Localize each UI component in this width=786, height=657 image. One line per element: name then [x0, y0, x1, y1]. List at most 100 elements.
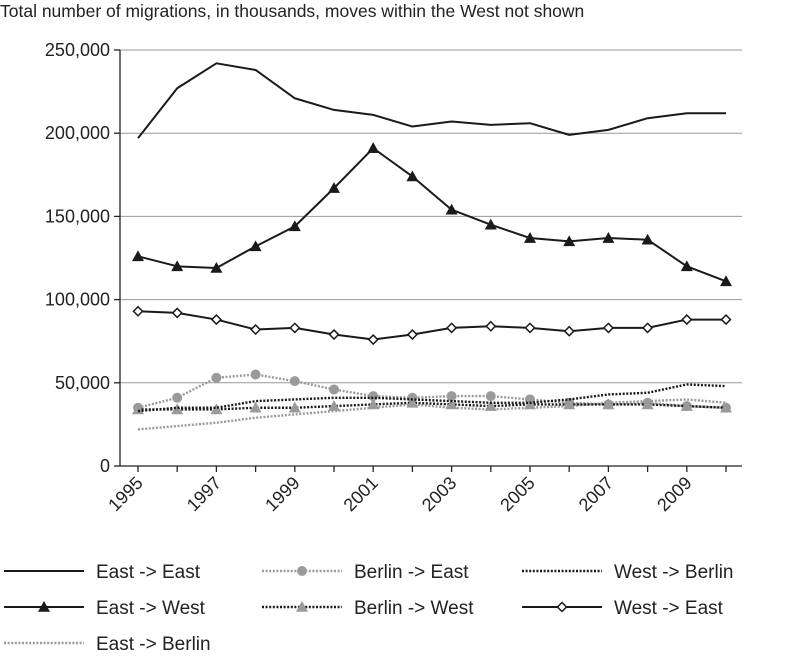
marker-circle [289, 376, 300, 387]
marker-triangle [288, 401, 301, 413]
marker-diamond [556, 601, 568, 613]
series-east-berlin [137, 398, 727, 431]
marker-diamond [602, 322, 614, 334]
marker-triangle [367, 398, 380, 410]
marker-triangle [524, 232, 536, 243]
marker-triangle [602, 398, 615, 410]
series-line [137, 310, 726, 341]
marker-diamond [642, 322, 654, 334]
marker-triangle [680, 400, 693, 411]
marker-triangle [171, 260, 184, 272]
marker-diamond [406, 328, 418, 341]
marker-diamond [132, 305, 144, 317]
marker-triangle [563, 235, 576, 247]
series-line [137, 62, 726, 139]
y-tick-label: 150,000 [45, 206, 110, 226]
legend-item: Berlin -> East [262, 562, 469, 583]
marker-triangle [445, 398, 458, 410]
marker-circle [297, 566, 307, 576]
marker-diamond [524, 322, 536, 334]
series-line [137, 373, 727, 409]
marker-triangle [288, 220, 301, 232]
marker-diamond [720, 314, 732, 326]
marker-circle [329, 384, 339, 395]
marker-diamond [681, 314, 693, 326]
marker-triangle [602, 232, 615, 243]
marker-triangle [132, 250, 144, 262]
legend-label: West -> East [614, 598, 724, 619]
legend-item: East -> West [4, 598, 206, 619]
marker-diamond [367, 333, 379, 346]
x-tick-label: 2003 [418, 473, 460, 515]
chart-title: Total number of migrations, in thousands… [0, 1, 585, 21]
marker-triangle [406, 170, 419, 182]
marker-triangle [720, 275, 732, 287]
x-tick-label: 2005 [496, 473, 538, 515]
series-line [137, 398, 727, 431]
marker-triangle [641, 398, 654, 410]
marker-diamond [210, 314, 222, 326]
marker-diamond [171, 307, 183, 319]
legend-label: East -> Berlin [96, 634, 211, 655]
x-tick-label: 2001 [340, 473, 382, 515]
marker-triangle [171, 403, 184, 415]
marker-triangle [38, 601, 50, 612]
marker-diamond [328, 328, 340, 341]
y-tick-label: 0 [100, 456, 110, 476]
x-tick-label: 1999 [261, 473, 303, 515]
legend-label: East -> West [96, 598, 206, 619]
marker-circle [172, 392, 183, 403]
x-tick-marks [137, 466, 727, 472]
legend-item: West -> East [522, 598, 724, 619]
marker-triangle [210, 261, 223, 273]
marker-circle [211, 372, 222, 383]
x-tick-label: 1997 [183, 473, 225, 515]
marker-circle [485, 391, 496, 402]
series-berlin-west [132, 396, 732, 415]
legend-label: Berlin -> East [354, 562, 469, 583]
series-west-berlin [137, 383, 727, 413]
series-line [137, 383, 727, 413]
marker-triangle [563, 398, 576, 410]
series-line [138, 401, 727, 411]
y-tick-label: 250,000 [45, 40, 110, 60]
marker-triangle [249, 401, 262, 413]
marker-triangle [484, 218, 497, 230]
marker-triangle [296, 601, 308, 612]
marker-triangle [328, 400, 340, 411]
marker-triangle [132, 403, 144, 415]
marker-triangle [210, 403, 223, 415]
y-gridlines [114, 49, 742, 467]
series-east-east [137, 62, 726, 139]
marker-triangle [641, 233, 654, 245]
legend-label: West -> Berlin [614, 562, 734, 583]
marker-triangle [484, 400, 497, 411]
marker-diamond [289, 322, 301, 334]
marker-triangle [445, 203, 458, 215]
series-line [137, 147, 727, 283]
x-tick-label: 2007 [575, 473, 617, 515]
x-tick-label: 1995 [104, 473, 146, 515]
legend-item: East -> East [4, 562, 201, 583]
legend-item: East -> Berlin [4, 634, 211, 655]
marker-circle [446, 391, 457, 402]
marker-triangle [680, 260, 693, 272]
legend-label: East -> East [96, 562, 201, 583]
marker-diamond [485, 320, 497, 332]
y-tick-label: 200,000 [45, 123, 110, 143]
legend-item: Berlin -> West [262, 598, 474, 619]
series-east-west [132, 142, 732, 287]
marker-triangle [720, 401, 732, 413]
x-tick-labels: 1995 1997 1999 2001 2003 2005 2007 2009 [104, 473, 695, 515]
y-tick-labels: 0 50,000 100,000 150,000 200,000 250,000 [45, 40, 110, 476]
marker-triangle [328, 182, 340, 193]
legend-label: Berlin -> West [354, 598, 474, 619]
y-tick-label: 50,000 [55, 373, 110, 393]
x-tick-label: 2009 [653, 473, 695, 515]
legend-item: West -> Berlin [522, 562, 734, 583]
marker-triangle [249, 240, 262, 252]
series-west-east [132, 305, 732, 346]
marker-circle [250, 369, 261, 380]
legend: East -> East Berlin -> East West -> Berlin… [4, 562, 734, 655]
